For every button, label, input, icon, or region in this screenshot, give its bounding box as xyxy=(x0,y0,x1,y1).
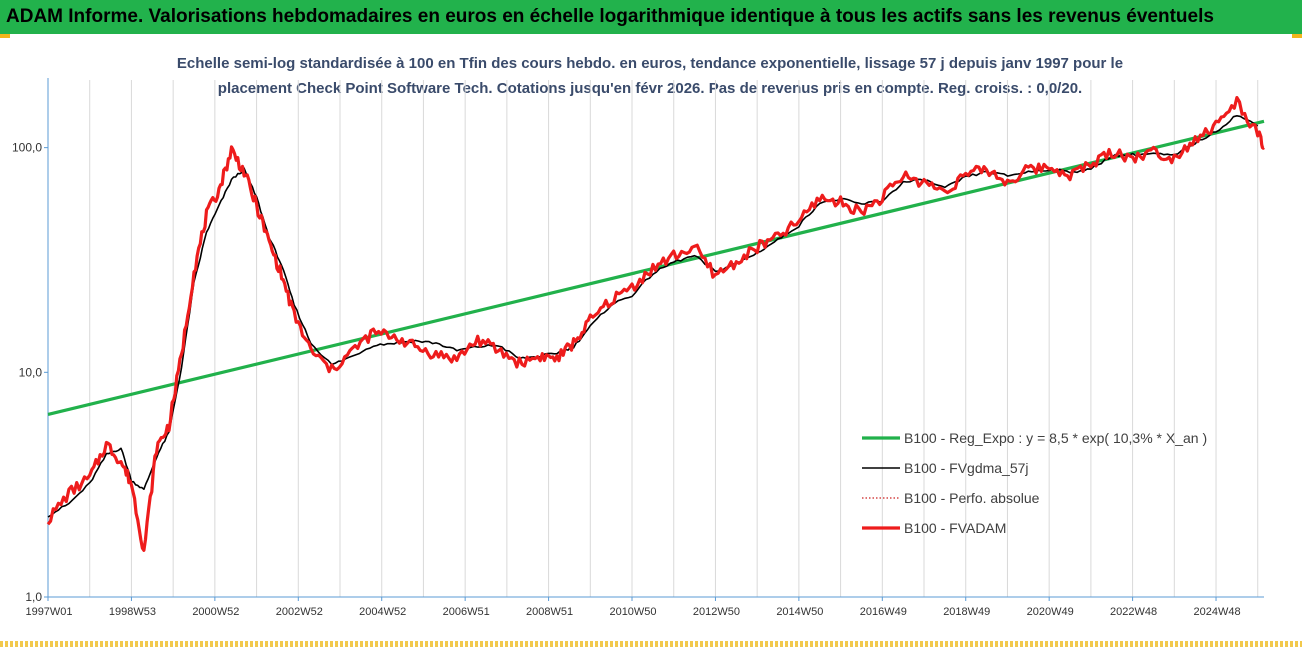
x-tick-label: 2024W48 xyxy=(1193,606,1240,618)
series-line-2 xyxy=(47,115,1259,518)
corner-mark-left xyxy=(0,34,10,38)
legend: B100 - Reg_Expo : y = 8,5 * exp( 10,3% *… xyxy=(862,430,1207,536)
chart-title-line2: placement Check Point Software Tech. Cot… xyxy=(217,80,1083,97)
series-layer xyxy=(46,96,1265,552)
x-tick-label: 2016W49 xyxy=(860,606,907,618)
x-tick-label: 2018W49 xyxy=(943,606,990,618)
series-line-4 xyxy=(46,96,1265,552)
y-tick-label: 100,0 xyxy=(12,141,42,155)
x-tick-label: 1997W01 xyxy=(25,606,72,618)
bottom-rule xyxy=(0,641,1302,647)
legend-label-1: B100 - Reg_Expo : y = 8,5 * exp( 10,3% *… xyxy=(904,430,1207,446)
legend-label-3: B100 - Perfo. absolue xyxy=(904,490,1040,506)
y-tick-label: 10,0 xyxy=(19,365,43,379)
x-tick-label: 2002W52 xyxy=(276,606,323,618)
axis-layer: 1,0 10,0 100,0 1997W01 1998W53 2000W52 2002W52… xyxy=(12,78,1264,618)
corner-mark-right xyxy=(1292,34,1302,38)
x-tick-label: 2020W49 xyxy=(1027,606,1074,618)
legend-label-4: B100 - FVADAM xyxy=(904,520,1006,536)
x-tick-label: 2000W52 xyxy=(192,606,239,618)
x-tick-label: 2008W51 xyxy=(526,606,573,618)
legend-label-2: B100 - FVgdma_57j xyxy=(904,460,1029,476)
x-tick-label: 2012W50 xyxy=(693,606,740,618)
x-tick-label: 2022W48 xyxy=(1110,606,1157,618)
x-tick-label: 2010W50 xyxy=(609,606,656,618)
x-tick-label: 2004W52 xyxy=(359,606,406,618)
x-tick-label: 1998W53 xyxy=(109,606,156,618)
page-title: ADAM Informe. Valorisations hebdomadaire… xyxy=(0,0,1302,34)
chart-title-line1: Echelle semi-log standardisée à 100 en T… xyxy=(176,55,1124,72)
y-tick-label: 1,0 xyxy=(25,590,42,604)
x-tick-label: 2006W51 xyxy=(443,606,490,618)
x-tick-label: 2014W50 xyxy=(776,606,823,618)
grid-layer xyxy=(89,80,1259,597)
